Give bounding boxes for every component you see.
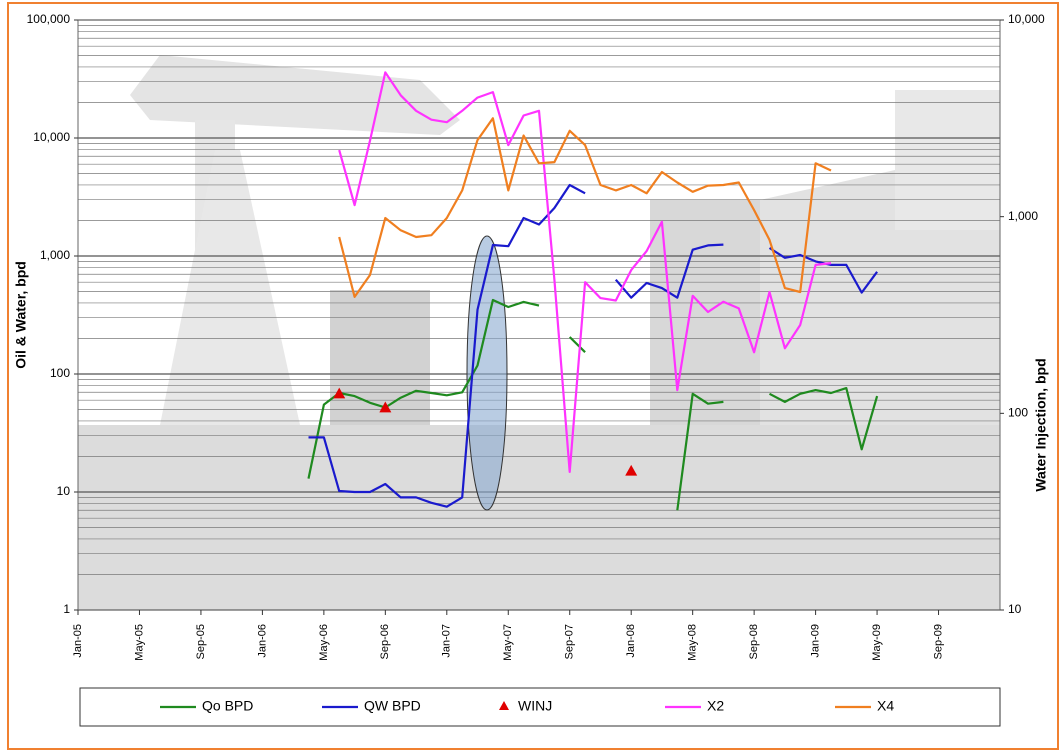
legend-label: X2 [707,698,724,714]
x-tick-label: Sep-09 [932,624,944,659]
x-tick-label: Sep-08 [748,624,760,659]
y2-tick-label: 1,000 [1008,209,1038,223]
marker [333,387,346,399]
x-tick-label: Sep-07 [564,624,576,659]
x-tick-label: May-07 [502,624,514,661]
legend: Qo BPD QW BPD WINJ X2 X4 [160,698,894,714]
x-tick-label: May-09 [871,624,883,661]
y-tick-label: 1 [63,602,70,616]
series-line [338,71,832,473]
background-image [78,55,1000,610]
y-tick-label: 1,000 [40,248,70,262]
highlight-ellipse [466,235,508,511]
x-tick-label: Jan-05 [72,624,84,658]
x-tick-label: Jan-09 [810,624,822,658]
x-tick-label: May-08 [687,624,699,661]
y-tick-label: 10 [57,484,71,498]
legend-label: X4 [877,698,894,714]
x-tick-label: May-06 [318,624,330,661]
series-line [307,298,879,511]
y2-axis-title: Water Injection, bpd [1033,358,1049,491]
x-tick-label: Jan-08 [625,624,637,658]
plot-frame [77,19,1001,611]
y2-tick-label: 10 [1008,602,1022,616]
x-tick-label: Jan-06 [256,624,268,658]
y-tick-label: 100 [50,366,70,380]
x-tick-label: Sep-05 [195,624,207,659]
x-tick-label: May-05 [133,624,145,661]
x-tick-label: Sep-06 [379,624,391,659]
plot [307,71,879,511]
y2-tick-label: 10,000 [1008,12,1045,26]
legend-label: QW BPD [364,698,421,714]
y-axis-title: Oil & Water, bpd [13,261,29,369]
marker [625,464,638,476]
legend-marker [499,701,509,710]
y-tick-label: 10,000 [33,130,70,144]
marker [379,401,392,413]
y2-tick-label: 100 [1008,406,1028,420]
x-tick-label: Jan-07 [441,624,453,658]
legend-label: WINJ [518,698,552,714]
y-tick-label: 100,000 [27,12,71,26]
legend-label: Qo BPD [202,698,253,714]
grid [78,19,1000,611]
series-line [338,117,832,298]
